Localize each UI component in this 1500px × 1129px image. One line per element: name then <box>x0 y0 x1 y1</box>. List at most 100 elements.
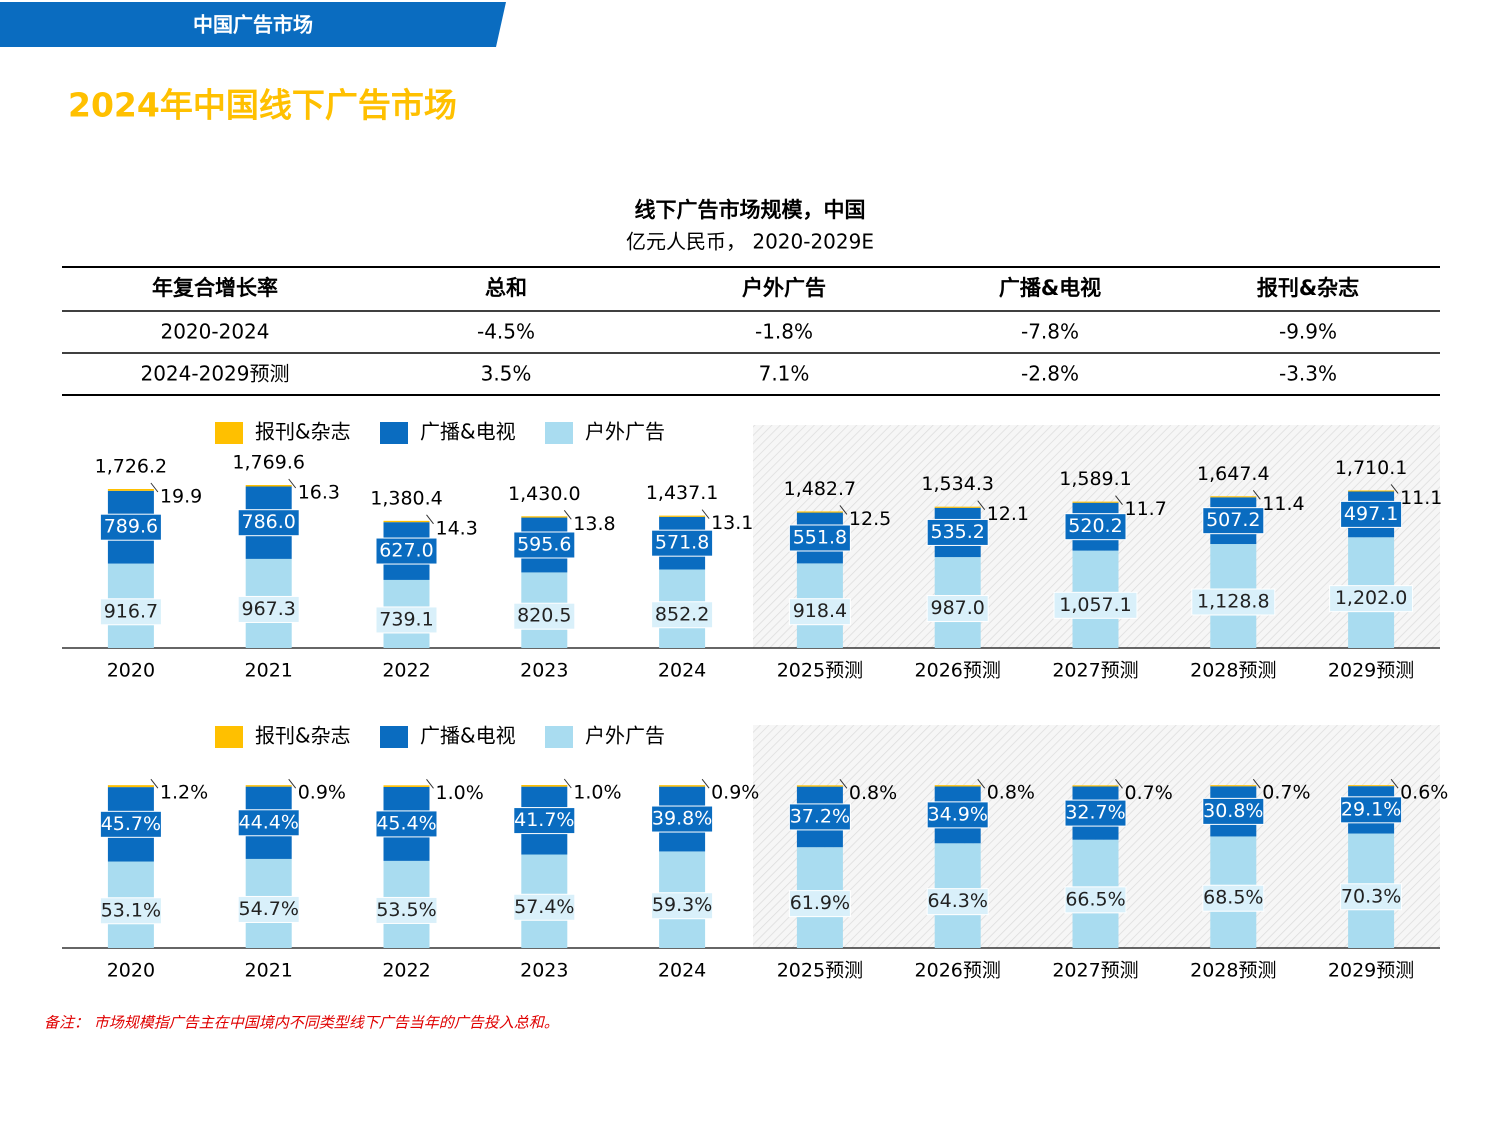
value-label-box <box>926 518 989 546</box>
value-label-box <box>513 602 576 630</box>
value-label: 789.6 <box>104 516 158 538</box>
value-label: 57.4% <box>514 896 574 918</box>
value-label: 918.4 <box>793 600 847 622</box>
value-label: 967.3 <box>241 598 295 620</box>
x-tick-label: 2029预测 <box>1328 960 1414 982</box>
bar-segment <box>796 511 843 513</box>
value-label: 1,057.1 <box>1059 594 1132 616</box>
value-label: 0.8% <box>987 782 1035 804</box>
legend-label: 户外广告 <box>585 724 665 748</box>
table-header: 报刊&杂志 <box>1257 276 1359 300</box>
bar-segment <box>107 785 154 788</box>
legend-label: 户外广告 <box>585 420 665 444</box>
bar-segment <box>107 488 154 491</box>
bar-segment <box>934 785 981 787</box>
x-tick-label: 2025预测 <box>777 960 863 982</box>
value-label-box <box>926 888 989 916</box>
header-banner <box>0 2 506 47</box>
x-tick-label: 2022 <box>382 660 430 682</box>
value-label-box <box>651 892 714 920</box>
value-label: 1,202.0 <box>1335 587 1408 609</box>
legend-label: 广播&电视 <box>420 724 516 748</box>
legend-swatch <box>380 726 408 748</box>
value-label: 29.1% <box>1341 798 1401 820</box>
value-label-box <box>375 810 438 838</box>
x-tick-label: 2023 <box>520 660 568 682</box>
table-header: 广播&电视 <box>999 276 1101 300</box>
value-label: 53.5% <box>376 899 436 921</box>
bar-segment <box>521 785 568 787</box>
bar-segment <box>521 516 568 518</box>
value-label-box <box>926 801 989 829</box>
value-label-box <box>237 895 300 923</box>
value-label: 64.3% <box>928 890 988 912</box>
bar-segment <box>1072 501 1119 503</box>
x-tick-label: 2023 <box>520 960 568 982</box>
total-label: 1,710.1 <box>1335 457 1408 479</box>
legend-swatch <box>380 422 408 444</box>
leader-line <box>288 778 297 789</box>
value-label: 13.8 <box>573 513 615 535</box>
value-label-box <box>1191 588 1276 616</box>
x-tick-label: 2029预测 <box>1328 660 1414 682</box>
value-label: 59.3% <box>652 894 712 916</box>
total-label: 1,726.2 <box>95 455 168 477</box>
value-label-box <box>99 598 162 626</box>
value-label-box <box>1064 513 1127 541</box>
value-label: 1.2% <box>160 782 208 804</box>
table-header: 户外广告 <box>742 276 826 300</box>
value-label-box <box>1064 886 1127 914</box>
legend-label: 报刊&杂志 <box>255 724 351 748</box>
value-label: 739.1 <box>379 608 433 630</box>
value-label: 507.2 <box>1206 509 1260 531</box>
leader-line <box>563 778 572 789</box>
table-cell: -4.5% <box>477 320 535 344</box>
bar-segment <box>1348 785 1395 787</box>
leader-line <box>701 778 710 789</box>
leader-line <box>839 779 848 789</box>
value-label: 916.7 <box>104 600 158 622</box>
value-label: 14.3 <box>436 517 478 539</box>
x-tick-label: 2021 <box>245 960 293 982</box>
value-label: 0.6% <box>1400 782 1448 804</box>
value-label-box <box>1053 591 1138 619</box>
value-label-box <box>1202 797 1265 825</box>
value-label: 551.8 <box>793 526 847 548</box>
x-tick-label: 2026预测 <box>915 960 1001 982</box>
bar-segment <box>659 515 706 517</box>
legend-swatch <box>215 726 243 748</box>
value-label-box <box>99 897 162 925</box>
bar-segment <box>1210 496 1257 498</box>
bar-segment <box>1348 490 1395 492</box>
x-tick-label: 2021 <box>245 660 293 682</box>
value-label: 0.7% <box>1125 782 1173 804</box>
x-tick-label: 2020 <box>107 960 155 982</box>
total-label: 1,482.7 <box>784 478 857 500</box>
x-tick-label: 2025预测 <box>777 660 863 682</box>
value-label-box <box>1340 883 1403 911</box>
value-label: 595.6 <box>517 533 571 555</box>
table-cell: 2024-2029预测 <box>140 362 289 386</box>
x-tick-label: 2026预测 <box>915 660 1001 682</box>
x-tick-label: 2027预测 <box>1052 960 1138 982</box>
leader-line <box>563 509 572 520</box>
bar-segment <box>245 485 292 487</box>
x-tick-label: 2028预测 <box>1190 960 1276 982</box>
legend-swatch <box>545 422 573 444</box>
table-header: 年复合增长率 <box>152 276 278 300</box>
leader-line <box>426 779 434 789</box>
value-label-box <box>99 513 162 541</box>
value-label: 16.3 <box>298 482 340 504</box>
value-label-box <box>1340 796 1403 824</box>
figure-title: 线下广告市场规模，中国 <box>635 198 866 222</box>
table-cell: 7.1% <box>759 362 810 386</box>
value-label-box <box>651 805 714 833</box>
x-tick-label: 2022 <box>382 960 430 982</box>
value-label: 32.7% <box>1065 802 1125 824</box>
total-label: 1,534.3 <box>921 473 994 495</box>
value-label: 45.4% <box>376 812 436 834</box>
value-label-box <box>237 509 300 537</box>
value-label-box <box>1202 507 1265 535</box>
total-label: 1,380.4 <box>370 487 443 509</box>
